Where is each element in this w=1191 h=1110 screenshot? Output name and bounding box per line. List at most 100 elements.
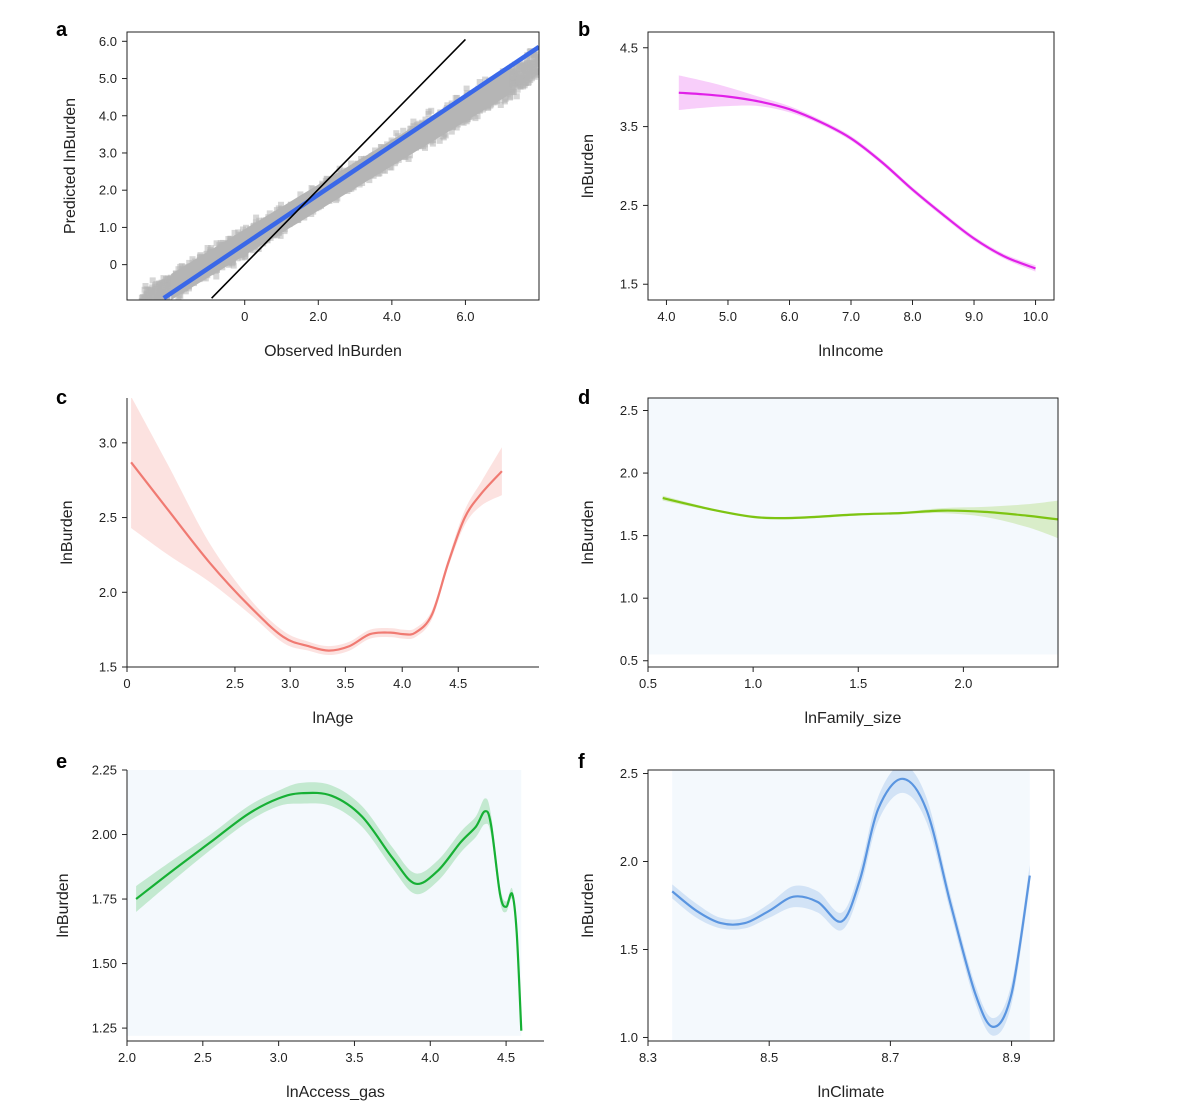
scatter-point	[482, 76, 489, 83]
scatter-point	[156, 301, 162, 307]
panel-label-d: d	[578, 387, 590, 409]
scatter-point	[159, 281, 165, 288]
scatter-point	[142, 301, 148, 307]
panel-label-e: e	[56, 751, 67, 773]
y-tick-label: 3.0	[99, 435, 117, 450]
scatter-point	[149, 277, 156, 284]
y-tick-label: 0	[110, 257, 117, 272]
scatter-point	[149, 296, 156, 300]
axes-frame-f	[647, 769, 1055, 1042]
scatter-point	[463, 85, 470, 92]
scatter-point	[177, 292, 184, 299]
scatter-point	[143, 302, 149, 308]
scatter-point	[166, 282, 173, 289]
scatter-point	[525, 72, 532, 78]
y-axis-label-e: lnBurden	[55, 873, 72, 937]
scatter-point	[150, 307, 156, 313]
y-tick-label: 2.0	[620, 466, 638, 481]
panel-label-c: c	[56, 387, 67, 409]
scatter-point	[146, 304, 152, 310]
x-tick-label: 0	[241, 309, 248, 324]
scatter-point	[400, 127, 407, 134]
plot-background-d	[648, 398, 1058, 655]
scatter-point	[141, 316, 147, 322]
plot-area-d	[662, 495, 1058, 539]
y-tick-label: 5.0	[99, 71, 117, 86]
y-tick-label: 1.50	[92, 956, 117, 971]
x-tick-label: 8.5	[760, 1050, 778, 1065]
scatter-point	[145, 309, 151, 315]
x-tick-label: 0.5	[639, 676, 657, 691]
y-tick-label: 4.5	[620, 40, 638, 55]
scatter-point	[152, 309, 158, 315]
scatter-point	[165, 286, 172, 293]
scatter-point	[323, 175, 330, 182]
scatter-point	[531, 55, 538, 62]
plot-area-f	[671, 770, 1031, 1036]
x-tick-label: 8.0	[903, 309, 921, 324]
scatter-point	[159, 289, 166, 296]
scatter-point	[189, 256, 196, 263]
plot-area-b	[678, 75, 1036, 272]
scatter-point	[141, 286, 148, 293]
scatter-point	[143, 303, 149, 309]
y-tick-label: 6.0	[99, 34, 117, 49]
scatter-point	[175, 266, 182, 273]
scatter-point	[277, 232, 284, 239]
scatter-point	[145, 309, 151, 315]
axes-frame-b	[647, 31, 1055, 301]
scatter-point	[517, 62, 524, 69]
x-tick-label: 3.0	[281, 676, 299, 691]
scatter-point	[533, 67, 539, 74]
scatter-point	[140, 309, 146, 315]
scatter-point	[140, 299, 147, 300]
y-tick-label: 2.0	[620, 854, 638, 869]
scatter-point	[152, 289, 159, 295]
x-tick-label: 8.7	[881, 1050, 899, 1065]
scatter-point	[155, 304, 161, 310]
x-tick-label: 4.5	[497, 1050, 515, 1065]
x-axis-label-e: lnAccess_gas	[286, 1084, 385, 1101]
scatter-point	[140, 307, 146, 313]
y-tick-label: 1.0	[620, 1030, 638, 1045]
plot-area-c	[130, 398, 503, 655]
scatter-point	[145, 304, 151, 310]
x-tick-label: 2.5	[226, 676, 244, 691]
confidence-band-b	[678, 75, 1036, 272]
scatter-point	[145, 304, 151, 310]
x-tick-label: 1.0	[744, 676, 762, 691]
scatter-point	[410, 118, 417, 125]
x-tick-label: 3.5	[345, 1050, 363, 1065]
scatter-point	[509, 73, 516, 80]
y-tick-label: 1.0	[99, 220, 117, 235]
scatter-point	[444, 102, 451, 109]
scatter-point	[156, 297, 163, 300]
y-tick-label: 0.5	[620, 653, 638, 668]
scatter-point	[239, 254, 246, 261]
scatter-point	[476, 79, 483, 85]
x-tick-label: 7.0	[842, 309, 860, 324]
y-axis-label-b: lnBurden	[580, 134, 597, 198]
scatter-point	[231, 229, 238, 236]
scatter-point	[425, 108, 432, 115]
series-line-e	[135, 791, 523, 1031]
scatter-point	[148, 288, 155, 295]
scatter-point	[150, 302, 156, 308]
scatter-point	[143, 311, 149, 317]
x-tick-label: 10.0	[1023, 309, 1048, 324]
scatter-point	[213, 273, 220, 280]
confidence-band-c	[131, 398, 502, 655]
panel-a: 0 2.0 4.0 6.0 0 1.0 2.0 3.0 4.0 5.0 6.0 Observed ln…	[62, 31, 540, 360]
y-tick-label: 1.75	[92, 892, 117, 907]
x-axis-label-b: lnIncome	[819, 343, 884, 360]
scatter-point	[388, 164, 395, 171]
scatter-point	[497, 102, 504, 108]
scatter-point	[143, 301, 149, 307]
y-tick-label: 1.5	[620, 277, 638, 292]
y-axis-label-d: lnBurden	[580, 500, 597, 564]
x-tick-label: 2.0	[118, 1050, 136, 1065]
y-tick-label: 2.5	[99, 510, 117, 525]
scatter-point	[145, 304, 151, 310]
x-tick-label: 4.5	[449, 676, 467, 691]
